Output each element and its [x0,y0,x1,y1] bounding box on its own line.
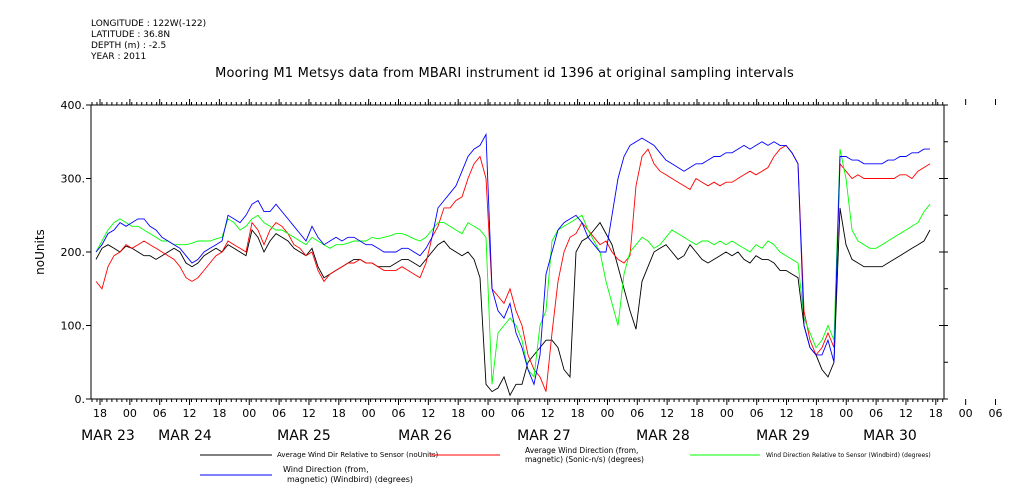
x-hour-label: 18 [690,407,704,420]
x-hour-label: 06 [869,407,883,420]
x-hour-label: 06 [272,407,286,420]
legend-label-2: Wind Direction Relative to Sensor (Windb… [766,452,931,459]
series-layer [95,132,931,397]
x-hour-label: 00 [839,407,853,420]
tick-layer: 0. 100. 200. 300. 400. 18 00 06 12 18 00 06 12 18 00 06… [61,99,1003,444]
x-hour-label: 12 [541,407,555,420]
x-hour-label: 12 [899,407,913,420]
x-day-label: MAR 26 [398,428,452,444]
x-hour-label: 12 [421,407,435,420]
x-hour-label: 00 [959,407,973,420]
x-hour-label: 00 [481,407,495,420]
x-day-label: MAR 25 [277,428,331,444]
x-day-label: MAR 24 [158,428,212,444]
x-day-label: MAR 27 [517,428,571,444]
longitude-line: LONGITUDE : 122W(-122) [91,19,207,29]
y-tick-label: 400. [61,99,86,112]
y-tick-label: 200. [61,246,86,259]
x-hour-label: 06 [989,407,1003,420]
x-day-label: MAR 23 [81,428,135,444]
x-hour-label: 18 [809,407,823,420]
x-hour-label: 18 [212,407,226,420]
x-hour-label: 12 [302,407,316,420]
legend-label-0: Average Wind Dir Relative to Sensor (noU… [277,451,438,459]
x-hour-label: 06 [153,407,167,420]
series-line-3 [95,132,930,386]
series-line-1 [95,144,931,392]
y-tick-label: 100. [61,320,86,333]
x-hour-label: 00 [123,407,137,420]
x-hour-label: 18 [929,407,943,420]
x-hour-label: 12 [183,407,197,420]
legend-label-1: magnetic) (Sonic-n/s) (degrees) [525,455,644,464]
legend-label-3: Wind Direction (from, [283,465,369,474]
x-hour-label: 18 [332,407,346,420]
depth-line: DEPTH (m) : -2.5 [91,41,167,51]
x-day-label: MAR 30 [863,428,917,444]
y-axis-label: noUnits [33,229,47,275]
x-hour-label: 18 [93,407,107,420]
y-tick-label: 0. [75,393,86,406]
x-hour-label: 06 [750,407,764,420]
x-hour-label: 12 [660,407,674,420]
chart-title: Mooring M1 Metsys data from MBARI instru… [215,66,794,81]
x-hour-label: 00 [242,407,256,420]
x-hour-label: 00 [720,407,734,420]
x-hour-label: 06 [392,407,406,420]
y-tick-label: 300. [61,173,86,186]
year-line: YEAR : 2011 [91,52,147,62]
x-hour-label: 18 [571,407,585,420]
x-hour-label: 06 [630,407,644,420]
x-hour-label: 06 [511,407,525,420]
latitude-line: LATITUDE : 36.8N [91,30,171,40]
legend-label-1: Average Wind Direction (from, [525,446,638,455]
legend-label-3: magnetic) (Windbird) (degrees) [287,475,413,484]
x-day-label: MAR 28 [636,428,690,444]
x-hour-label: 00 [600,407,614,420]
x-day-label: MAR 29 [756,428,810,444]
series-line-0 [95,207,931,397]
x-hour-label: 18 [451,407,465,420]
x-hour-label: 00 [362,407,376,420]
x-hour-label: 12 [780,407,794,420]
metadata-block: LONGITUDE : 122W(-122) LATITUDE : 36.8N … [91,19,206,63]
legend: Average Wind Dir Relative to Sensor (noU… [200,446,931,484]
series-line-2 [95,149,931,385]
